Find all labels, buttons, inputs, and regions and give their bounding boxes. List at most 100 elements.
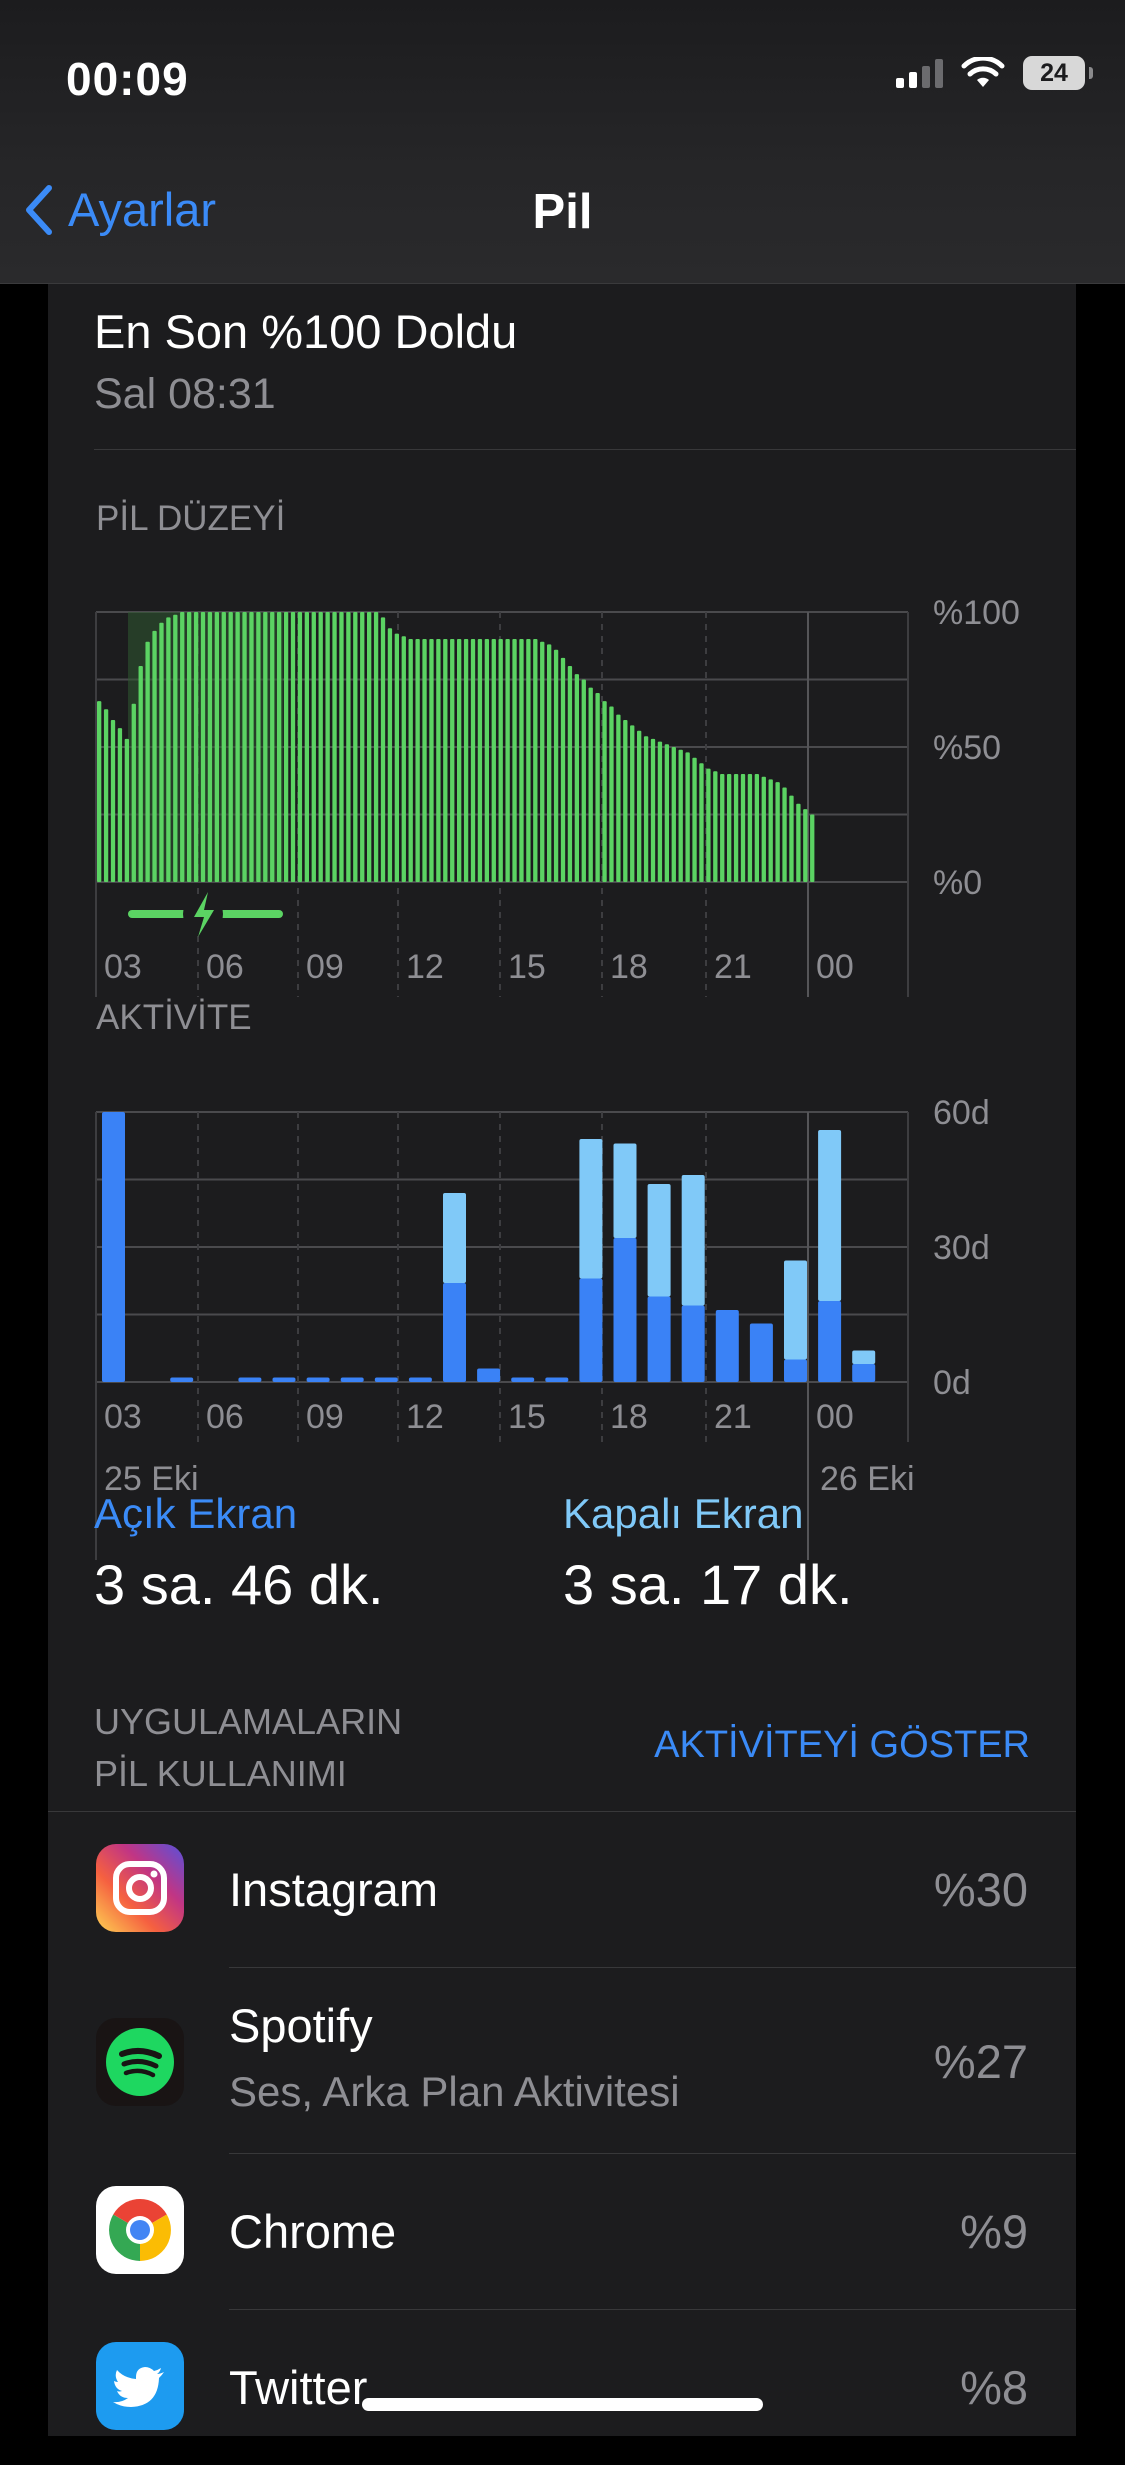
activity-bar-on [545,1377,569,1382]
app-row-chrome[interactable]: Chrome %9 [48,2154,1076,2309]
back-button[interactable]: Ayarlar [24,182,216,237]
activity-bar-on [681,1305,705,1382]
y-tick-label: %100 [933,594,1020,632]
battery-level-bar [110,720,116,882]
activity-bar-on [477,1368,501,1382]
battery-level-bar [332,612,337,882]
battery-level-bar [664,744,670,882]
battery-level-bar [124,738,130,882]
battery-level-bar [595,693,600,882]
battery-level-bar [97,701,102,882]
last-charge-time: Sal 08:31 [94,370,276,418]
app-row-twitter[interactable]: Twitter %8 [48,2310,1076,2465]
battery-level-bar [297,612,303,882]
battery-level-bar [193,612,199,882]
battery-level-bar [401,636,406,882]
x-tick-label: 06 [206,1398,244,1436]
screen-on-value: 3 sa. 46 dk. [94,1553,384,1616]
battery-level-bar [187,612,192,882]
home-indicator[interactable] [362,2398,763,2411]
battery-level-bar [290,612,296,882]
activity-bar-on [647,1296,671,1382]
battery-level-bar [380,617,386,882]
battery-level-bar [547,644,552,882]
battery-level-bar [616,714,621,882]
chrome-icon [96,2186,184,2274]
activity-bar-on [238,1377,262,1382]
date-label-start: 25 Eki [104,1460,199,1498]
battery-level-bar [422,639,427,882]
battery-level-bar [387,628,393,882]
battery-level-bar [443,639,448,882]
battery-level-bar [242,612,247,882]
battery-level-bar [540,641,545,882]
battery-card: En Son %100 Doldu Sal 08:31 PİL DÜZEYİ %… [48,284,1076,2436]
instagram-icon [96,1844,184,1932]
battery-level-bar [747,774,753,882]
battery-level-bar [221,612,226,882]
app-percent: %8 [960,2361,1028,2414]
battery-level-bar [450,639,455,882]
activity-bar-off [443,1193,466,1283]
battery-level-bar [581,679,586,882]
divider [94,449,1076,450]
activity-bar-on [613,1238,637,1382]
wifi-icon [961,57,1005,87]
battery-level-bar [768,779,773,882]
battery-level-bar [207,612,213,882]
y-tick-label: %50 [933,729,1001,767]
battery-level-bar [733,774,739,882]
show-activity-button[interactable]: AKTİVİTEYİ GÖSTER [654,1724,1030,1766]
battery-level-bar [692,757,697,882]
activity-bar-on [579,1278,603,1382]
x-tick-label: 00 [816,948,854,986]
screen-on-label: Açık Ekran [94,1490,298,1537]
battery-level-bar [671,747,676,882]
battery-level-bar [505,639,510,882]
battery-level-bar [263,612,268,882]
battery-level-bar [173,614,178,882]
battery-level-bar [318,612,323,882]
x-tick-label: 06 [206,948,244,986]
battery-level-bar [754,774,760,882]
battery-level-bar [159,622,164,882]
activity-bar-on [852,1364,876,1382]
battery-level-bar [657,741,663,882]
activity-bar-on [374,1377,398,1382]
x-tick-label: 12 [406,1398,444,1436]
battery-level-bar [609,706,614,882]
divider [229,2309,1076,2310]
app-row-spotify[interactable]: Spotify Ses, Arka Plan Aktivitesi %27 [48,1968,1076,2153]
activity-bar-on [102,1112,125,1382]
battery-level-bar [775,782,780,882]
battery-level-bar [685,752,690,882]
screen-off-value: 3 sa. 17 dk. [563,1553,853,1616]
x-tick-label: 03 [104,948,142,986]
activity-bar-off [784,1260,807,1360]
battery-level-bar [588,687,593,882]
battery-level-label: PİL DÜZEYİ [96,499,286,538]
activity-label: AKTİVİTE [96,998,252,1037]
battery-level-bar [283,612,289,882]
screen-off-label: Kapalı Ekran [563,1490,804,1537]
x-tick-label: 03 [104,1398,142,1436]
activity-bar-off [579,1139,603,1279]
battery-level-bar [429,639,434,882]
last-charge-title: En Son %100 Doldu [94,305,518,358]
page-title: Pil [532,185,593,239]
app-name: Twitter [229,2361,368,2414]
y-tick-label: 0d [933,1364,971,1402]
app-row-instagram[interactable]: Instagram %30 [48,1812,1076,1967]
date-label-end: 26 Eki [820,1460,915,1498]
usage-header-line2: PİL KULLANIMI [94,1753,347,1794]
usage-header-line1: UYGULAMALARIN [94,1701,403,1742]
app-name: Chrome [229,2205,397,2258]
battery-level-bar [360,612,365,882]
battery-level-bar [436,639,441,882]
usage-header: UYGULAMALARIN PİL KULLANIMI [94,1696,402,1800]
battery-level-bar [637,730,642,882]
activity-bar-on [170,1377,194,1382]
battery-level-bar [699,763,704,882]
activity-bar-off [613,1143,637,1238]
app-percent: %27 [933,2035,1028,2088]
